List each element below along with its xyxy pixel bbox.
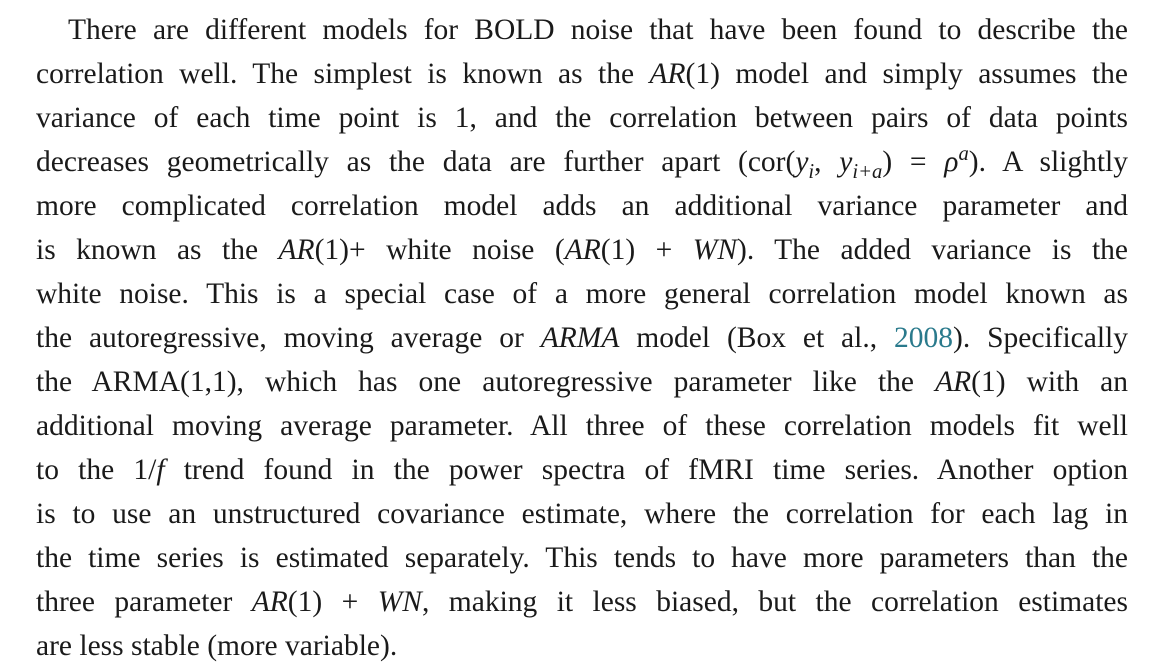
text-run: the ARMA(1,1), which has one autoregress… xyxy=(36,366,936,398)
text-run: (1) with an xyxy=(971,366,1128,398)
text-run: white noise. This is a special case of a… xyxy=(36,278,1128,310)
paragraph-line: variance of each time point is 1, and th… xyxy=(36,96,1128,140)
italic-term: y xyxy=(839,146,853,178)
text-run: more complicated correlation model adds … xyxy=(36,190,1128,222)
text-run: trend found in the power spectra of fMRI… xyxy=(164,454,1128,486)
text-run: (1) + xyxy=(287,586,378,618)
italic-term: AR xyxy=(649,58,686,90)
italic-term: y xyxy=(795,146,809,178)
body-paragraph: There are different models for BOLD nois… xyxy=(36,8,1128,668)
text-run: the autoregressive, moving average or xyxy=(36,322,541,354)
paragraph-line: the autoregressive, moving average or AR… xyxy=(36,316,1128,360)
text-run: are less stable (more variable). xyxy=(36,630,398,662)
paragraph-line: is known as the AR(1)+ white noise (AR(1… xyxy=(36,228,1128,272)
italic-term: f xyxy=(156,454,165,486)
paragraph-line: the time series is estimated separately.… xyxy=(36,536,1128,580)
text-run: There are different models for BOLD nois… xyxy=(68,14,1128,46)
text-run: correlation well. The simplest is known … xyxy=(36,58,650,90)
text-run: variance of each time point is 1, and th… xyxy=(36,102,1128,134)
text-run: is known as the xyxy=(36,234,279,266)
italic-term: AR xyxy=(564,234,601,266)
text-run: , making it less biased, but the correla… xyxy=(421,586,1128,618)
paragraph-line: more complicated correlation model adds … xyxy=(36,184,1128,228)
italic-term: AR xyxy=(935,366,972,398)
paragraph-line: correlation well. The simplest is known … xyxy=(36,52,1128,96)
paragraph-line: white noise. This is a special case of a… xyxy=(36,272,1128,316)
citation-link[interactable]: 2008 xyxy=(894,322,953,354)
italic-term: AR xyxy=(278,234,315,266)
paragraph-line: There are different models for BOLD nois… xyxy=(36,8,1128,52)
text-run: is to use an unstructured covariance est… xyxy=(36,498,1128,530)
text-run: ). A slightly xyxy=(968,146,1128,178)
paragraph-line: three parameter AR(1) + WN, making it le… xyxy=(36,580,1128,624)
italic-term: WN xyxy=(377,586,422,618)
text-run: (1)+ white noise ( xyxy=(314,234,565,266)
superscript: a xyxy=(958,143,969,166)
text-run: decreases geometrically as the data are … xyxy=(36,146,796,178)
text-run: , xyxy=(814,146,840,178)
text-run: model (Box et al., xyxy=(619,322,894,354)
paragraph-line: to the 1/f trend found in the power spec… xyxy=(36,448,1128,492)
subscript: i+a xyxy=(852,160,883,183)
text-run: (1) + xyxy=(600,234,693,266)
text-run: ). Specifically xyxy=(953,322,1128,354)
text-run: (1) model and simply assumes the xyxy=(685,58,1128,90)
paragraph-line: are less stable (more variable). xyxy=(36,624,1128,668)
paragraph-line: the ARMA(1,1), which has one autoregress… xyxy=(36,360,1128,404)
paragraph-line: additional moving average parameter. All… xyxy=(36,404,1128,448)
text-run: the time series is estimated separately.… xyxy=(36,542,1128,574)
subscript: i xyxy=(808,160,815,183)
text-run: ) = xyxy=(882,146,945,178)
italic-term: ρ xyxy=(944,146,959,178)
paragraph-line: decreases geometrically as the data are … xyxy=(36,140,1128,184)
italic-term: ARMA xyxy=(540,322,620,354)
italic-term: WN xyxy=(692,234,738,266)
text-run: three parameter xyxy=(36,586,252,618)
text-run: additional moving average parameter. All… xyxy=(36,410,1128,442)
text-run: ). The added variance is the xyxy=(737,234,1129,266)
paragraph-line: is to use an unstructured covariance est… xyxy=(36,492,1128,536)
italic-term: AR xyxy=(251,586,288,618)
text-run: to the 1/ xyxy=(36,454,157,486)
